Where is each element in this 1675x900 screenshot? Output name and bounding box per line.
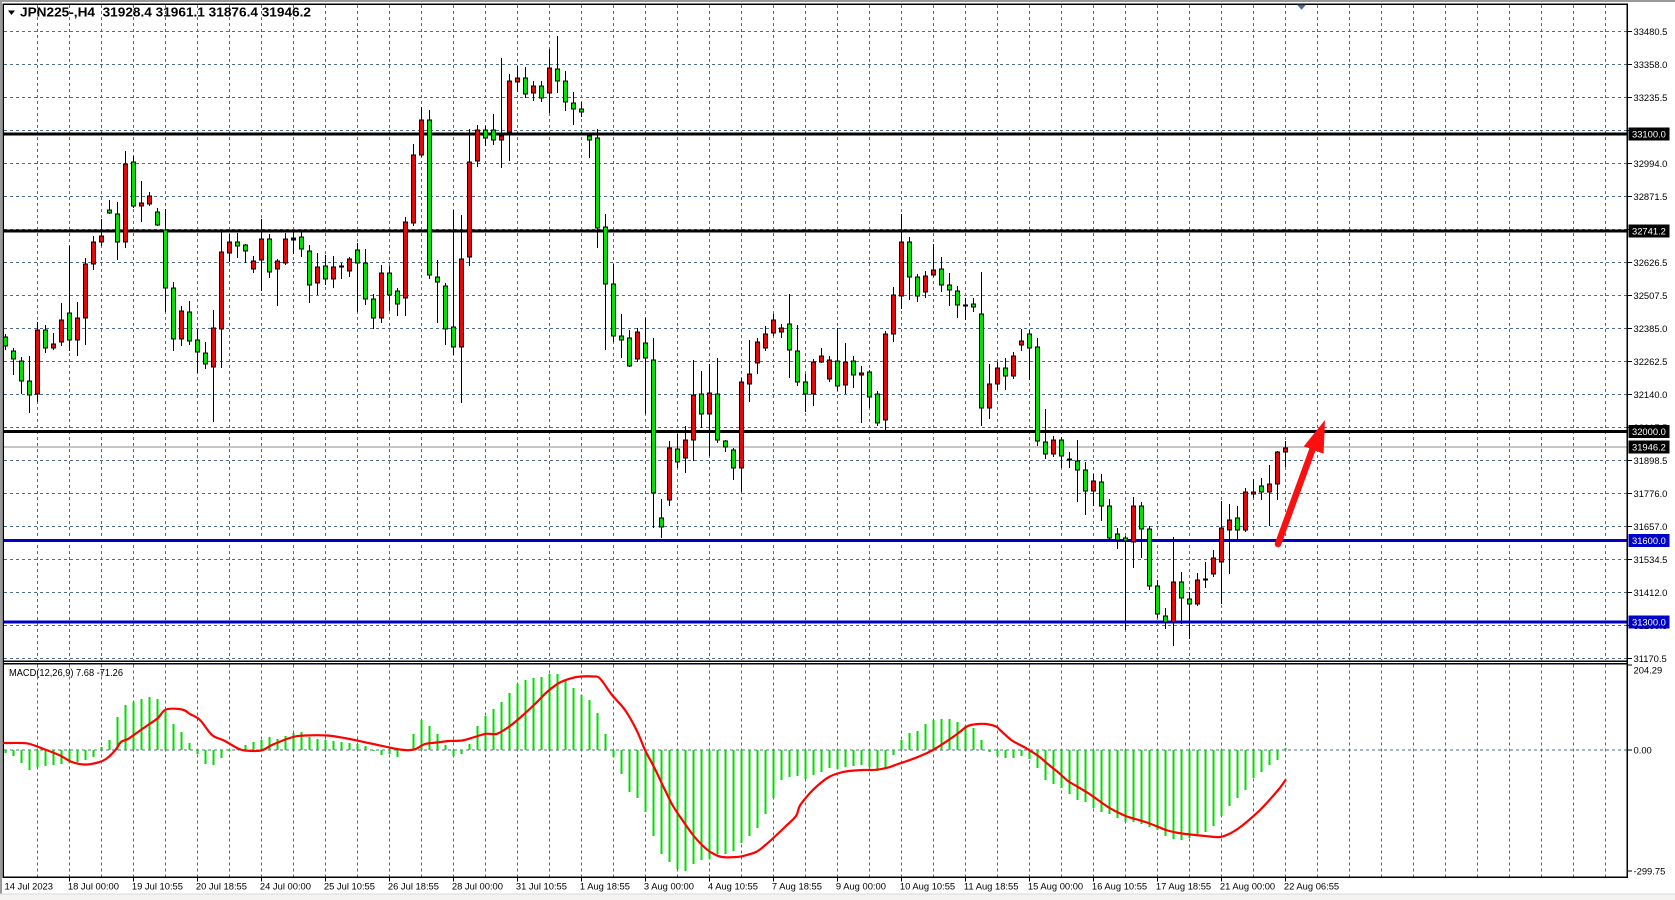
- svg-text:32000.0: 32000.0: [1632, 426, 1666, 437]
- svg-text:3 Aug 00:00: 3 Aug 00:00: [644, 881, 694, 892]
- svg-text:JPN225-,H4 31928.4 31961.1 31: JPN225-,H4 31928.4 31961.1 31876.4 31946…: [20, 6, 311, 20]
- svg-text:16 Aug 10:55: 16 Aug 10:55: [1092, 881, 1147, 892]
- svg-text:11 Aug 18:55: 11 Aug 18:55: [964, 881, 1019, 892]
- svg-text:31600.0: 31600.0: [1632, 535, 1666, 546]
- svg-text:18 Jul 00:00: 18 Jul 00:00: [68, 881, 119, 892]
- svg-text:33480.5: 33480.5: [1634, 26, 1668, 37]
- svg-text:10 Aug 10:55: 10 Aug 10:55: [900, 881, 955, 892]
- svg-text:32385.0: 32385.0: [1634, 323, 1668, 334]
- svg-text:32994.0: 32994.0: [1634, 158, 1668, 169]
- svg-text:31946.2: 31946.2: [1632, 441, 1666, 452]
- svg-text:33235.5: 33235.5: [1634, 92, 1668, 103]
- svg-text:31657.0: 31657.0: [1634, 521, 1668, 532]
- svg-text:32626.5: 32626.5: [1634, 257, 1668, 268]
- svg-text:15 Aug 00:00: 15 Aug 00:00: [1028, 881, 1083, 892]
- svg-text:0.00: 0.00: [1634, 744, 1652, 755]
- svg-text:4 Aug 10:55: 4 Aug 10:55: [708, 881, 758, 892]
- svg-text:33358.0: 33358.0: [1634, 59, 1668, 70]
- svg-text:32741.2: 32741.2: [1632, 225, 1666, 236]
- svg-text:31170.5: 31170.5: [1634, 653, 1667, 664]
- svg-text:24 Jul 00:00: 24 Jul 00:00: [260, 881, 311, 892]
- svg-text:28 Jul 00:00: 28 Jul 00:00: [452, 881, 503, 892]
- svg-text:31 Jul 10:55: 31 Jul 10:55: [516, 881, 567, 892]
- svg-text:31898.5: 31898.5: [1634, 455, 1668, 466]
- svg-text:32140.0: 32140.0: [1634, 389, 1668, 400]
- svg-text:9 Aug 00:00: 9 Aug 00:00: [836, 881, 886, 892]
- svg-text:32871.5: 32871.5: [1634, 191, 1668, 202]
- svg-text:22 Aug 06:55: 22 Aug 06:55: [1284, 881, 1339, 892]
- svg-text:14 Jul 2023: 14 Jul 2023: [5, 881, 53, 892]
- svg-text:1 Aug 18:55: 1 Aug 18:55: [580, 881, 630, 892]
- svg-text:32262.5: 32262.5: [1634, 356, 1668, 367]
- svg-text:31534.5: 31534.5: [1634, 554, 1668, 565]
- svg-text:31412.0: 31412.0: [1634, 587, 1668, 598]
- svg-text:32507.5: 32507.5: [1634, 290, 1668, 301]
- svg-text:25 Jul 10:55: 25 Jul 10:55: [324, 881, 375, 892]
- svg-text:19 Jul 10:55: 19 Jul 10:55: [132, 881, 183, 892]
- svg-text:31776.0: 31776.0: [1634, 488, 1668, 499]
- svg-text:7 Aug 18:55: 7 Aug 18:55: [772, 881, 822, 892]
- svg-text:-299.75: -299.75: [1634, 865, 1666, 876]
- svg-text:31300.0: 31300.0: [1632, 616, 1666, 627]
- svg-text:MACD(12,26,9) 7.68 -71.26: MACD(12,26,9) 7.68 -71.26: [9, 668, 123, 679]
- svg-text:21 Aug 00:00: 21 Aug 00:00: [1220, 881, 1275, 892]
- svg-text:17 Aug 18:55: 17 Aug 18:55: [1156, 881, 1211, 892]
- svg-text:20 Jul 18:55: 20 Jul 18:55: [196, 881, 247, 892]
- svg-text:204.29: 204.29: [1634, 664, 1663, 675]
- svg-text:26 Jul 18:55: 26 Jul 18:55: [388, 881, 439, 892]
- svg-text:33100.0: 33100.0: [1632, 128, 1666, 139]
